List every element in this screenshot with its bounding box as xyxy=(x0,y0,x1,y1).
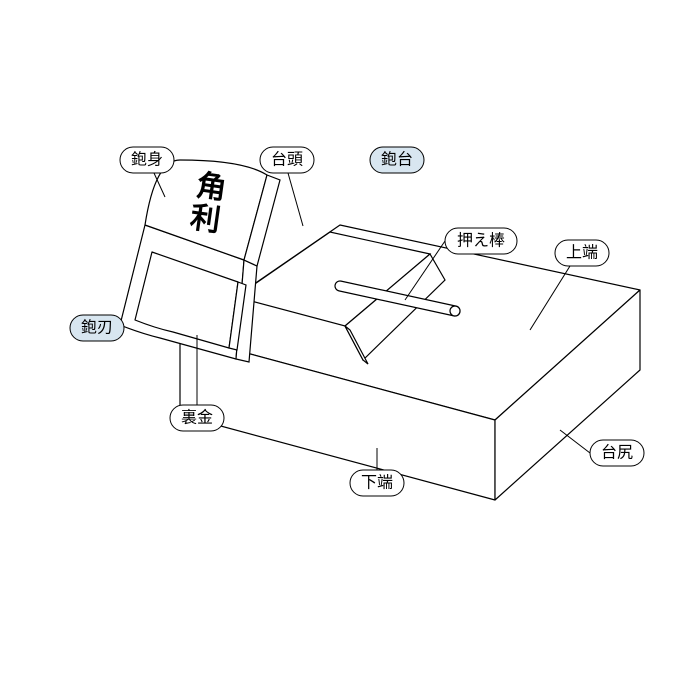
label-dai-tail: 台尻 xyxy=(590,440,644,466)
label-kanna-blade: 鉋刃 xyxy=(70,315,124,341)
osae-rod-end xyxy=(450,306,460,316)
label-text-upper-edge: 上端 xyxy=(566,244,598,262)
label-osae-bou: 押え棒 xyxy=(445,228,517,254)
label-text-dai-head: 台頭 xyxy=(271,151,303,169)
label-text-uragane: 裏金 xyxy=(181,408,213,427)
label-text-dai-tail: 台尻 xyxy=(601,444,633,462)
label-uragane: 裏金 xyxy=(170,405,224,431)
label-text-kanna-body: 鉋身 xyxy=(131,151,163,169)
maker-mark-1: 角 xyxy=(194,169,228,206)
label-text-osae-bou: 押え棒 xyxy=(457,232,505,250)
label-kanna-dai: 鉋台 xyxy=(370,147,424,173)
label-kanna-body: 鉋身 xyxy=(120,147,174,173)
label-lower-edge: 下端 xyxy=(350,470,404,496)
label-text-kanna-dai: 鉋台 xyxy=(381,151,413,169)
label-text-kanna-blade: 鉋刃 xyxy=(81,319,113,337)
maker-mark-2: 利 xyxy=(188,201,222,238)
label-upper-edge: 上端 xyxy=(555,240,609,266)
label-text-lower-edge: 下端 xyxy=(361,474,393,492)
label-dai-head: 台頭 xyxy=(260,147,314,173)
